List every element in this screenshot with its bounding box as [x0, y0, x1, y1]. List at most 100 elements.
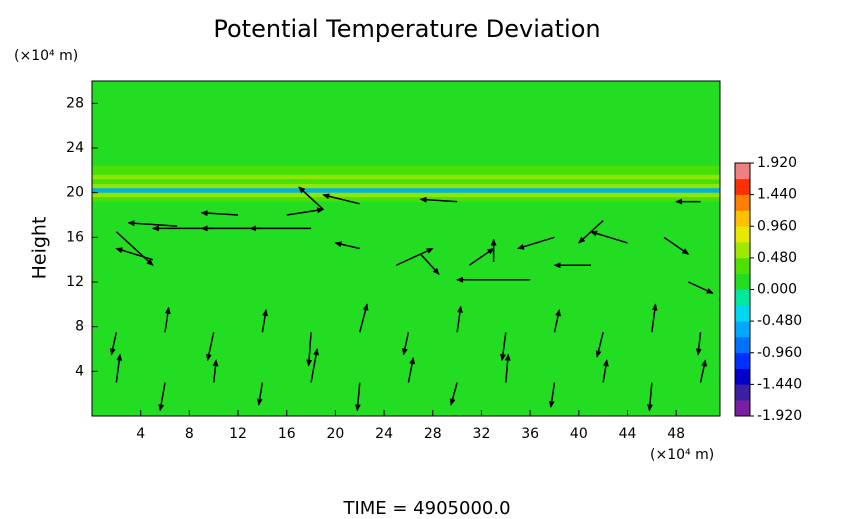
x-tick-label: 36	[521, 426, 539, 442]
vector-arrow	[499, 332, 507, 362]
colorbar-segment	[735, 289, 750, 306]
x-tick-label: 8	[185, 426, 194, 442]
x-tick-label: 48	[667, 426, 685, 442]
colorbar-segment	[735, 163, 750, 180]
vector-arrow	[322, 193, 360, 205]
colorbar-segment	[735, 305, 750, 322]
vector-arrow	[354, 382, 361, 412]
colorbar-segment	[735, 336, 750, 354]
field-band	[92, 174, 720, 180]
vector-arrow	[359, 303, 369, 333]
vector-arrow	[310, 348, 320, 383]
vector-arrow	[595, 332, 604, 358]
vector-arrow	[468, 247, 495, 266]
vector-arrow	[164, 306, 171, 333]
y-tick-label: 4	[75, 363, 84, 379]
vector-arrow	[699, 359, 708, 383]
colorbar-label: 0.960	[757, 218, 797, 234]
colorbar-segment	[735, 400, 750, 417]
vector-arrow	[548, 382, 556, 409]
colorbar-label: -1.440	[757, 376, 802, 392]
field-background	[92, 81, 720, 416]
vector-arrow	[695, 332, 702, 356]
vector-arrow	[334, 241, 360, 250]
vector-arrow	[663, 236, 690, 255]
field-band	[92, 192, 720, 198]
vector-arrow	[651, 303, 658, 333]
vector-arrow	[115, 247, 154, 261]
vector-arrow	[456, 305, 463, 333]
colorbar-label: -0.480	[757, 313, 802, 329]
field-band	[92, 179, 720, 184]
y-tick-label: 20	[66, 185, 84, 201]
y-tick-label: 24	[66, 140, 84, 156]
vector-arrow	[688, 281, 714, 294]
y-axis-label: Height	[29, 217, 51, 280]
y-tick-label: 12	[66, 274, 84, 290]
colorbar-segment	[735, 384, 750, 401]
field-band	[92, 188, 720, 193]
x-tick-label: 20	[326, 426, 344, 442]
vector-arrow	[127, 220, 178, 227]
vector-arrow	[205, 332, 215, 362]
field-band	[92, 183, 720, 189]
colorbar-segment	[735, 226, 750, 243]
vector-arrow	[306, 332, 313, 367]
x-tick-label: 44	[619, 426, 637, 442]
plot-frame	[91, 80, 721, 417]
vector-arrow	[449, 382, 458, 406]
x-tick-label: 12	[229, 426, 247, 442]
x-tick-label: 24	[375, 426, 393, 442]
y-tick-label: 16	[66, 229, 84, 245]
vector-arrow	[256, 382, 264, 406]
vector-arrow	[420, 253, 440, 275]
colorbar-segment	[735, 273, 750, 290]
colorbar-label: 0.000	[757, 282, 797, 298]
colorbar-label: -1.920	[757, 408, 802, 424]
vector-arrow	[212, 359, 219, 383]
y-tick-label: 28	[66, 95, 84, 111]
vector-arrow	[115, 231, 154, 266]
vector-arrow	[553, 308, 562, 333]
vector-arrow	[158, 382, 166, 412]
field-band	[92, 170, 720, 175]
vector-arrow	[395, 247, 434, 266]
vector-arrow	[109, 332, 118, 356]
colorbar-label: -0.960	[757, 345, 802, 361]
vector-arrow	[298, 186, 324, 210]
vector-arrow	[200, 210, 239, 217]
colorbar-segment	[735, 194, 750, 211]
vector-arrow	[504, 353, 511, 383]
vector-arrow	[115, 353, 123, 383]
y-unit: (×10⁴ m)	[14, 48, 78, 64]
chart-title: Potential Temperature Deviation	[213, 15, 600, 43]
colorbar-segment	[735, 242, 750, 259]
vector-arrow	[261, 308, 269, 333]
colorbar-label: 0.480	[757, 250, 797, 266]
vector-arrow	[646, 382, 653, 412]
x-tick-label: 16	[278, 426, 296, 442]
x-tick-label: 32	[473, 426, 491, 442]
vector-arrow	[602, 359, 609, 383]
field-band	[92, 165, 720, 171]
colorbar-label: 1.440	[757, 187, 797, 203]
x-tick-label: 28	[424, 426, 442, 442]
vector-arrow	[590, 230, 628, 244]
y-tick-label: 8	[75, 319, 84, 335]
x-tick-label: 4	[136, 426, 145, 442]
x-unit: (×10⁴ m)	[650, 447, 714, 463]
vector-arrow	[286, 207, 325, 216]
colorbar-segment	[735, 368, 750, 385]
colorbar-segment	[735, 210, 750, 227]
x-tick-label: 40	[570, 426, 588, 442]
vector-arrow	[419, 196, 458, 203]
vector-arrow	[407, 356, 416, 383]
vector-arrow	[517, 236, 555, 250]
colorbar-segment	[735, 352, 750, 369]
colorbar-segment	[735, 178, 750, 195]
footer: TIME = 4905000.0	[342, 498, 510, 519]
colorbar-label: 1.920	[757, 155, 797, 171]
colorbar-segment	[735, 257, 750, 274]
